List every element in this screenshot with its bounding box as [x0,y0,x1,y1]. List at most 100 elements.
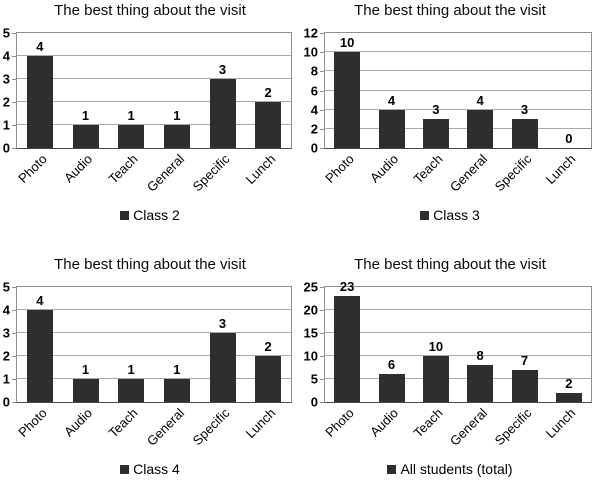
y-tick-label: 0 [2,140,10,156]
bar-value-label: 23 [339,279,355,295]
y-tick-mark [12,310,17,311]
y-tick-mark [12,356,17,357]
gridline [325,378,591,379]
legend-marker-icon [120,465,130,474]
bar [511,119,538,148]
gridline [17,355,291,356]
y-tick-mark [12,287,17,288]
bar [467,365,494,402]
chart-title: The best thing about the visit [354,256,546,273]
bar-value-label: 7 [520,352,529,368]
bar [26,56,53,148]
y-tick-mark [320,128,325,130]
legend-marker-icon [387,465,397,474]
x-category-label: Lunch [543,405,579,441]
x-category-label: General [143,151,187,195]
bar [422,356,449,402]
y-tick-label: 15 [303,325,318,341]
bar-value-label: 3 [218,316,227,331]
y-tick-mark [320,356,325,357]
y-tick-mark [320,379,325,380]
bar [26,310,53,402]
gridline [325,355,591,356]
bar [118,125,145,148]
y-tick-label: 0 [2,394,10,410]
gridline [325,309,591,310]
y-tick-label: 5 [2,25,10,41]
x-category-label: General [143,405,187,449]
y-tick-label: 4 [2,302,10,318]
y-tick-label: 1 [2,117,10,133]
y-tick-mark [12,125,17,126]
y-tick-mark [12,102,17,103]
bar [72,379,99,402]
bar-value-label: 8 [476,348,484,364]
bar [334,296,361,402]
bar-value-label: 2 [264,339,272,354]
bar-value-label: 1 [127,362,135,377]
gridline [17,101,291,102]
bar-value-label: 1 [127,108,135,123]
bar-value-label: 3 [520,102,529,118]
x-category-label: Teach [410,405,446,441]
bar [334,52,361,148]
x-category-label: Specific [189,405,233,449]
legend-label: Class 4 [133,461,180,477]
y-tick-mark [12,402,17,403]
y-tick-label: 3 [2,71,10,87]
x-category-label: Photo [15,151,50,186]
legend-label: Class 3 [433,207,480,223]
legend: Class 4 [0,461,300,477]
x-category-label: Teach [105,405,142,441]
x-category-label: Teach [410,151,446,187]
y-tick-label: 12 [303,25,318,41]
bar-value-label: 1 [81,362,90,377]
bar [378,374,405,402]
x-category-label: Lunch [242,405,279,441]
y-tick-label: 2 [2,348,10,364]
bar-value-label: 3 [432,102,440,118]
bar [422,119,449,148]
x-category-label: Lunch [543,151,579,187]
legend-label: Class 2 [133,207,180,223]
y-tick-mark [12,379,17,380]
y-tick-label: 5 [310,371,318,387]
x-category-label: Audio [367,151,402,186]
plot-area: 0 2 4 6 8 10 12 10 Photo 4 Audio 3 Teach 4 General 3 Spe… [304,27,592,195]
gridline [17,309,291,310]
legend: All students (total) [300,461,600,477]
bar-value-label: 4 [387,92,396,108]
legend-marker-icon [120,211,130,220]
y-tick-label: 25 [303,279,318,295]
chart-class-3: The best thing about the visit 0 2 4 6 8 10 12… [300,0,600,240]
x-category-label: Audio [367,405,402,440]
y-tick-label: 6 [310,83,318,98]
bar-value-label: 2 [264,85,272,100]
chart-title: The best thing about the visit [54,2,246,19]
y-tick-mark [320,33,325,34]
x-category-label: Lunch [242,151,279,187]
bar-value-label: 1 [173,108,181,123]
y-tick-mark [320,109,325,111]
y-tick-mark [320,333,325,334]
gridline [17,124,291,125]
gridline [325,51,591,53]
legend: Class 3 [300,207,600,223]
x-category-label: Specific [189,151,233,195]
y-tick-label: 10 [303,348,318,364]
y-tick-label: 4 [2,48,10,64]
y-tick-mark [12,56,17,57]
bar [378,109,405,148]
x-category-label: Specific [491,151,535,195]
y-tick-mark [320,310,325,311]
bar-value-label: 10 [428,339,444,354]
x-category-label: General [446,151,491,195]
x-category-label: Photo [322,405,358,440]
bar-value-label: 0 [565,131,573,146]
y-tick-label: 0 [310,394,318,410]
y-tick-label: 5 [2,279,10,295]
gridline [325,89,591,91]
bar-value-label: 3 [218,62,227,77]
x-category-label: Audio [61,151,96,186]
